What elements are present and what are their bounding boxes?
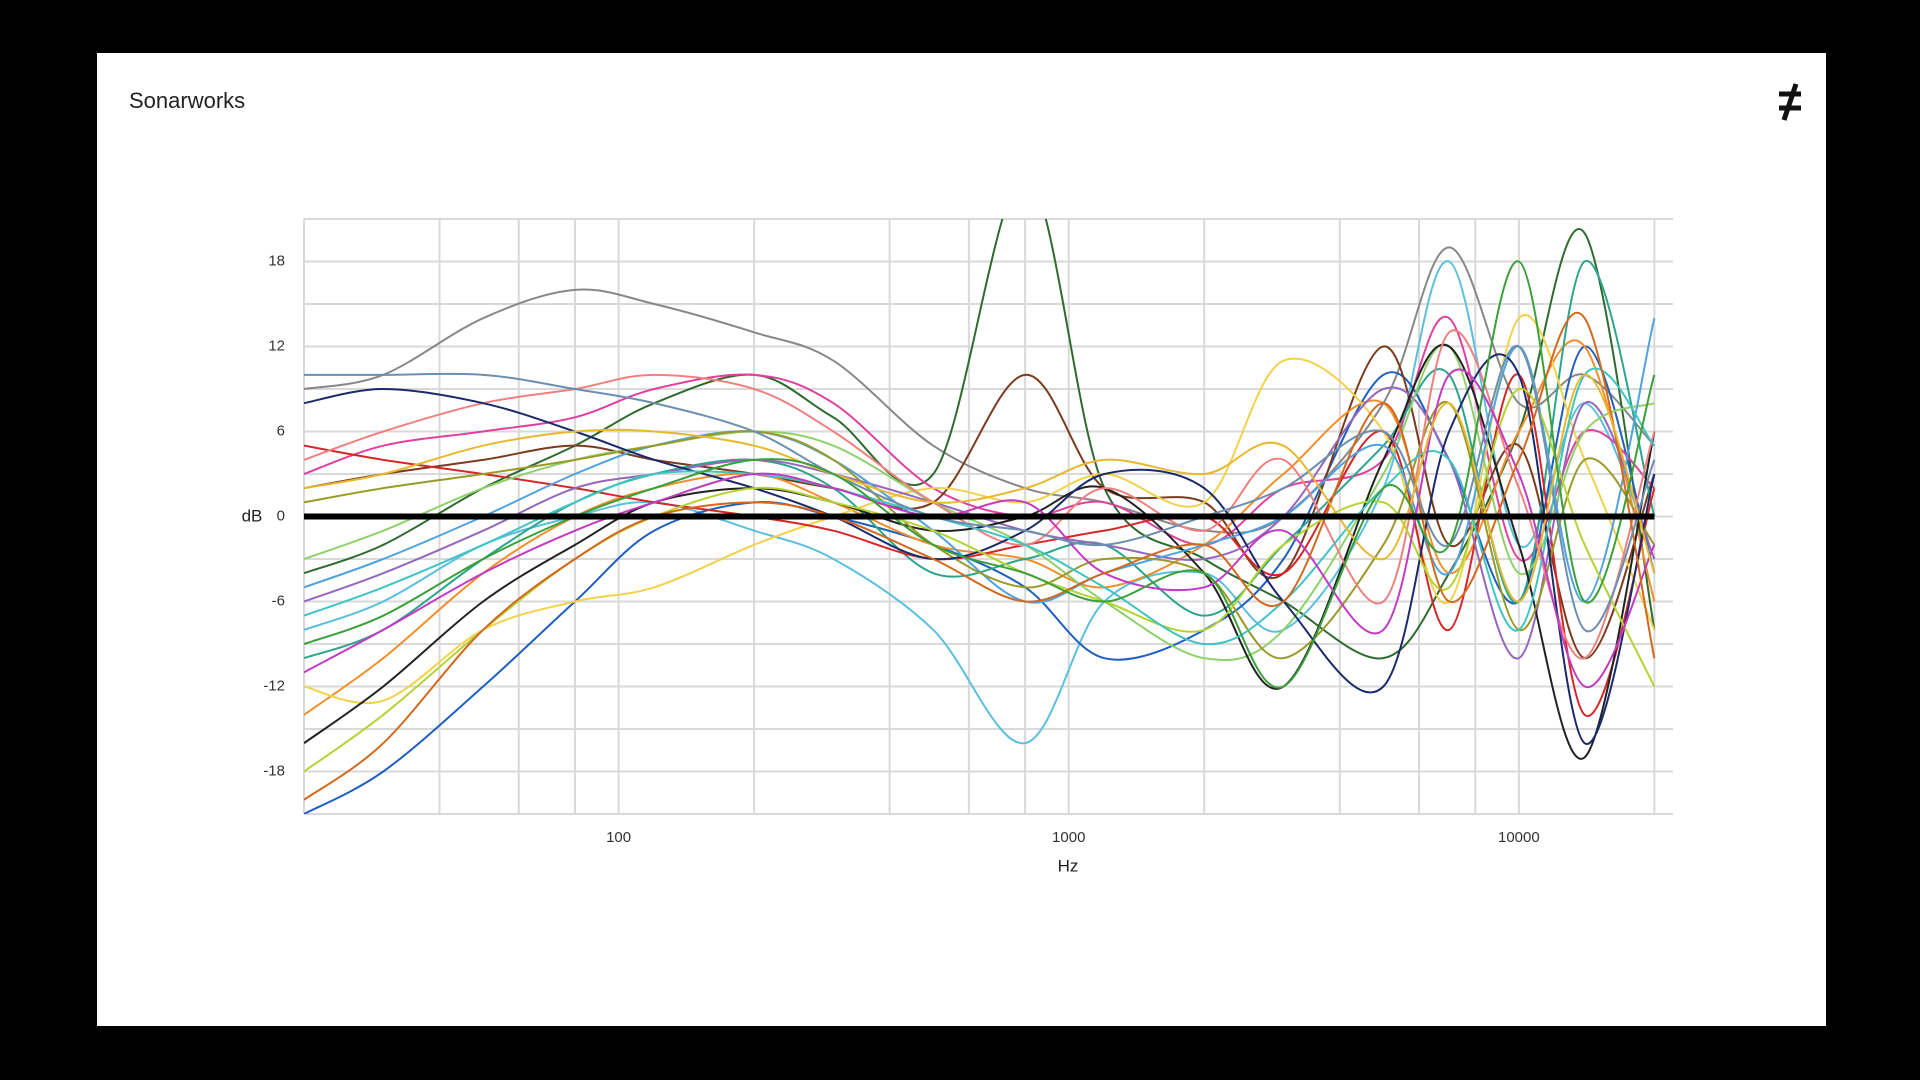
response-curve xyxy=(304,401,1656,660)
y-tick-label: 0 xyxy=(277,507,285,524)
y-axis-label: dB xyxy=(242,506,263,525)
x-tick-label: 10000 xyxy=(1498,829,1540,846)
response-curve xyxy=(304,311,1656,801)
y-tick-label: 12 xyxy=(268,337,285,354)
x-tick-label: 100 xyxy=(606,829,631,846)
series-group xyxy=(304,219,1656,814)
y-tick-label: -12 xyxy=(263,677,285,694)
response-curve xyxy=(304,260,1656,689)
x-tick-label: 1000 xyxy=(1052,829,1085,846)
y-tick-label: 18 xyxy=(268,252,285,269)
response-curve xyxy=(304,368,1656,688)
brand-title: Sonarworks xyxy=(129,88,245,113)
y-tick-label: 6 xyxy=(277,422,285,439)
response-curve xyxy=(304,353,1656,745)
y-tick-label: -18 xyxy=(263,762,285,779)
response-curve xyxy=(304,345,1656,633)
response-curve xyxy=(304,343,1656,760)
response-curve xyxy=(304,367,1656,646)
response-curve xyxy=(304,373,1656,603)
x-axis-label: Hz xyxy=(1058,856,1079,875)
y-tick-label: -6 xyxy=(272,592,285,609)
response-curve xyxy=(304,246,1656,534)
response-curve xyxy=(304,386,1656,660)
response-curve xyxy=(304,314,1656,705)
brand-logo xyxy=(1779,83,1801,121)
response-curve xyxy=(304,315,1656,562)
response-curve xyxy=(304,329,1656,660)
